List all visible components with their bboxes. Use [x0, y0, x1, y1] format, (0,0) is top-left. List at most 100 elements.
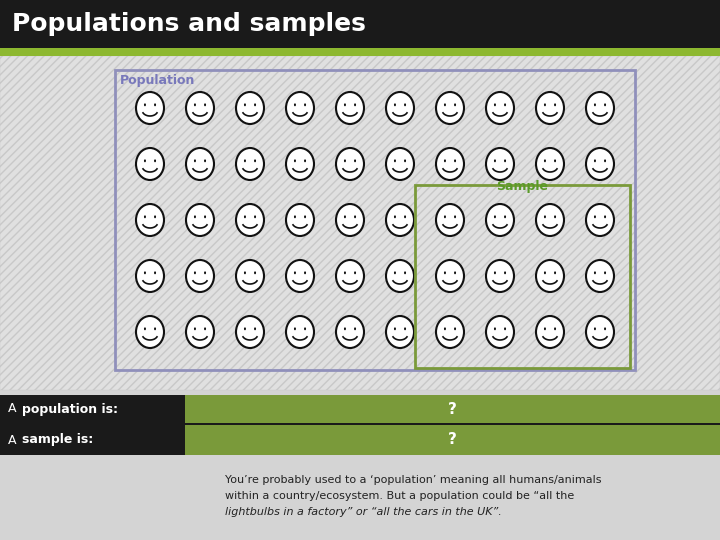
- Ellipse shape: [144, 103, 146, 106]
- Text: A: A: [8, 402, 20, 415]
- Ellipse shape: [304, 103, 306, 106]
- Ellipse shape: [286, 92, 314, 124]
- Ellipse shape: [404, 271, 406, 274]
- Ellipse shape: [454, 271, 456, 274]
- Ellipse shape: [194, 103, 196, 106]
- Ellipse shape: [536, 92, 564, 124]
- Ellipse shape: [136, 204, 164, 236]
- Bar: [185, 425, 720, 455]
- Bar: [115, 70, 635, 370]
- Ellipse shape: [454, 327, 456, 330]
- Ellipse shape: [304, 159, 306, 162]
- Ellipse shape: [236, 316, 264, 348]
- Ellipse shape: [286, 316, 314, 348]
- Ellipse shape: [594, 103, 596, 106]
- Ellipse shape: [136, 260, 164, 292]
- Ellipse shape: [536, 260, 564, 292]
- Ellipse shape: [554, 271, 556, 274]
- Ellipse shape: [494, 327, 496, 330]
- Ellipse shape: [494, 103, 496, 106]
- Ellipse shape: [344, 215, 346, 218]
- Ellipse shape: [486, 204, 514, 236]
- Ellipse shape: [244, 215, 246, 218]
- Ellipse shape: [436, 260, 464, 292]
- Ellipse shape: [394, 103, 396, 106]
- Ellipse shape: [486, 92, 514, 124]
- Ellipse shape: [586, 148, 614, 180]
- Ellipse shape: [194, 327, 196, 330]
- Ellipse shape: [204, 327, 206, 330]
- Ellipse shape: [494, 159, 496, 162]
- Ellipse shape: [144, 271, 146, 274]
- Ellipse shape: [436, 316, 464, 348]
- Ellipse shape: [286, 260, 314, 292]
- Ellipse shape: [386, 148, 414, 180]
- Ellipse shape: [486, 316, 514, 348]
- Text: lightbulbs in a factory” or “all the cars in the UK”.: lightbulbs in a factory” or “all the car…: [225, 507, 502, 517]
- Ellipse shape: [336, 204, 364, 236]
- Ellipse shape: [354, 159, 356, 162]
- Bar: [0, 56, 720, 390]
- Ellipse shape: [236, 204, 264, 236]
- Ellipse shape: [594, 215, 596, 218]
- Ellipse shape: [354, 215, 356, 218]
- Text: ?: ?: [448, 433, 457, 448]
- Ellipse shape: [336, 92, 364, 124]
- Ellipse shape: [486, 148, 514, 180]
- Ellipse shape: [454, 103, 456, 106]
- Ellipse shape: [236, 148, 264, 180]
- Ellipse shape: [604, 159, 606, 162]
- Ellipse shape: [544, 215, 546, 218]
- Ellipse shape: [386, 260, 414, 292]
- Ellipse shape: [504, 327, 506, 330]
- Ellipse shape: [286, 148, 314, 180]
- Ellipse shape: [344, 159, 346, 162]
- Ellipse shape: [236, 92, 264, 124]
- Ellipse shape: [444, 103, 446, 106]
- Ellipse shape: [354, 103, 356, 106]
- Ellipse shape: [186, 92, 214, 124]
- Ellipse shape: [504, 103, 506, 106]
- Ellipse shape: [444, 215, 446, 218]
- Ellipse shape: [536, 204, 564, 236]
- Ellipse shape: [604, 103, 606, 106]
- Ellipse shape: [154, 327, 156, 330]
- Ellipse shape: [436, 148, 464, 180]
- Bar: [0, 56, 720, 390]
- Ellipse shape: [486, 260, 514, 292]
- Ellipse shape: [394, 159, 396, 162]
- Ellipse shape: [354, 271, 356, 274]
- Ellipse shape: [136, 92, 164, 124]
- Ellipse shape: [254, 103, 256, 106]
- Ellipse shape: [144, 215, 146, 218]
- Ellipse shape: [194, 159, 196, 162]
- Ellipse shape: [544, 327, 546, 330]
- Ellipse shape: [594, 327, 596, 330]
- Ellipse shape: [254, 215, 256, 218]
- Ellipse shape: [444, 271, 446, 274]
- Ellipse shape: [594, 159, 596, 162]
- Ellipse shape: [186, 204, 214, 236]
- Ellipse shape: [294, 327, 296, 330]
- Ellipse shape: [286, 204, 314, 236]
- Ellipse shape: [554, 159, 556, 162]
- Text: A: A: [8, 434, 20, 447]
- Ellipse shape: [586, 92, 614, 124]
- Text: ?: ?: [448, 402, 457, 416]
- Ellipse shape: [136, 148, 164, 180]
- Ellipse shape: [336, 316, 364, 348]
- Bar: [185, 395, 720, 423]
- Ellipse shape: [544, 159, 546, 162]
- Ellipse shape: [504, 271, 506, 274]
- Ellipse shape: [604, 327, 606, 330]
- Ellipse shape: [254, 271, 256, 274]
- Ellipse shape: [204, 159, 206, 162]
- Ellipse shape: [454, 159, 456, 162]
- Ellipse shape: [294, 159, 296, 162]
- Ellipse shape: [244, 327, 246, 330]
- Ellipse shape: [194, 215, 196, 218]
- Ellipse shape: [604, 215, 606, 218]
- Ellipse shape: [304, 215, 306, 218]
- Bar: [415, 185, 630, 368]
- Ellipse shape: [404, 327, 406, 330]
